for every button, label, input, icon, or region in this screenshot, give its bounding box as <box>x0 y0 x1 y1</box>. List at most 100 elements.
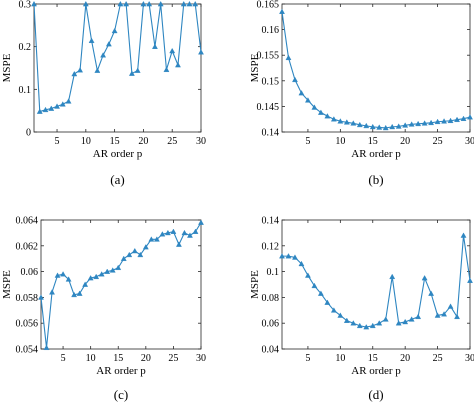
data-point <box>146 0 153 7</box>
data-point <box>148 236 155 242</box>
data-point <box>128 70 135 76</box>
y-axis-label: MSPE <box>249 53 261 82</box>
data-point <box>408 316 415 322</box>
y-tick-label: 0.06 <box>262 319 280 330</box>
data-point <box>109 267 116 273</box>
series-line <box>34 4 201 113</box>
x-tick-label: 5 <box>55 136 60 147</box>
data-point <box>428 290 435 296</box>
data-point <box>369 322 376 329</box>
y-tick-label: 0.3 <box>19 0 32 11</box>
data-point <box>415 120 422 127</box>
data-point <box>54 103 60 109</box>
data-point <box>428 119 435 126</box>
data-point <box>38 294 44 300</box>
data-point <box>198 219 204 225</box>
x-tick-label: 25 <box>168 353 178 364</box>
data-point <box>126 251 133 258</box>
data-point <box>376 124 383 130</box>
data-point <box>467 114 473 120</box>
data-point <box>111 27 118 34</box>
data-point <box>363 324 370 330</box>
y-axis-label: MSPE <box>1 53 13 82</box>
data-point <box>298 260 305 267</box>
x-tick-label: 20 <box>138 136 148 147</box>
data-point <box>408 121 415 127</box>
x-tick-label: 25 <box>167 136 177 147</box>
data-point <box>42 106 49 113</box>
data-point <box>421 120 428 126</box>
data-point <box>104 268 111 274</box>
y-axis-label: MSPE <box>1 270 13 299</box>
data-point <box>77 67 84 73</box>
data-point <box>65 276 72 282</box>
data-point <box>298 90 305 96</box>
data-point <box>395 123 402 129</box>
data-point <box>454 313 460 320</box>
data-point <box>164 229 171 236</box>
data-point <box>389 123 396 130</box>
data-point <box>447 117 454 124</box>
y-tick-label: 0.04 <box>262 345 280 356</box>
y-tick-label: 0.1 <box>267 267 280 278</box>
x-tick-label: 15 <box>113 353 123 364</box>
plot-frame <box>281 3 471 133</box>
data-point <box>115 264 122 271</box>
data-point <box>60 271 67 277</box>
data-point <box>324 113 331 119</box>
data-point <box>447 303 454 309</box>
panel-a: 5 10 15 20 25 30 0 0.1 0.2 0.3 AR order p MSPE (a) <box>1 0 206 187</box>
data-point <box>175 241 182 247</box>
data-point <box>382 124 389 131</box>
x-tick-label: 10 <box>335 136 345 147</box>
data-point <box>395 320 402 326</box>
y-tick-label: 0.145 <box>257 102 280 113</box>
x-tick-label: 5 <box>305 136 310 147</box>
data-point <box>350 120 357 126</box>
data-point <box>279 253 285 259</box>
data-point <box>180 0 187 7</box>
data-point <box>48 105 55 111</box>
data-point <box>31 0 37 7</box>
data-point <box>343 317 350 323</box>
data-point <box>317 109 324 115</box>
y-tick-label: 0.056 <box>16 319 39 330</box>
data-point <box>460 115 467 121</box>
data-point <box>117 0 124 7</box>
data-point <box>467 277 473 283</box>
data-point <box>343 119 350 125</box>
data-point <box>324 299 331 305</box>
data-point <box>337 118 344 124</box>
y-tick-label: 0.12 <box>262 241 280 252</box>
data-point <box>337 312 344 318</box>
data-point <box>71 291 78 298</box>
data-point <box>105 41 112 47</box>
x-tick-label: 25 <box>433 136 443 147</box>
panel-label: (d) <box>368 387 383 402</box>
x-axis-label: AR order p <box>93 148 143 160</box>
x-tick-label: 5 <box>61 353 66 364</box>
plot-frame <box>33 3 202 133</box>
data-point <box>142 244 149 250</box>
data-point <box>140 0 147 7</box>
data-point <box>65 98 72 104</box>
data-point <box>441 118 448 124</box>
y-tick-label: 0.14 <box>262 128 280 139</box>
x-tick-label: 30 <box>196 136 206 147</box>
y-tick-label: 0.16 <box>262 25 280 36</box>
series-line <box>282 11 470 129</box>
x-axis-label: AR order p <box>351 365 401 377</box>
data-point <box>350 320 357 326</box>
y-tick-label: 0.14 <box>262 216 280 227</box>
data-point <box>304 97 311 103</box>
x-tick-label: 20 <box>141 353 151 364</box>
panel-label: (a) <box>110 172 124 187</box>
data-point <box>98 271 105 277</box>
y-tick-label: 0.058 <box>16 293 39 304</box>
y-tick-label: 0.054 <box>16 345 39 356</box>
data-point <box>134 67 141 73</box>
y-tick-label: 0.155 <box>257 51 280 62</box>
data-point <box>36 108 43 114</box>
data-point <box>59 101 66 107</box>
